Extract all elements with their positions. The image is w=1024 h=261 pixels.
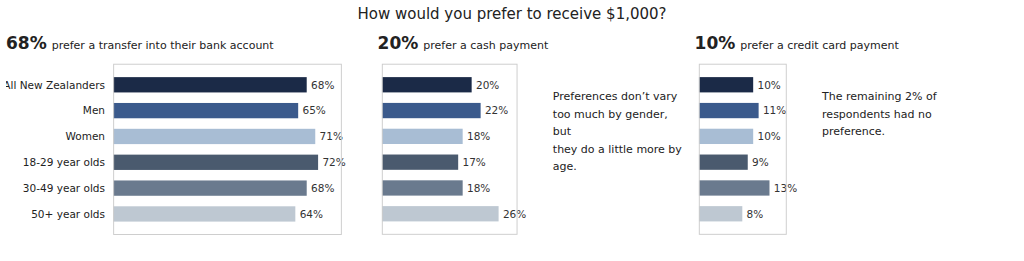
svg-text:13%: 13%: [773, 182, 796, 194]
svg-text:71%: 71%: [320, 130, 343, 142]
svg-text:68%: 68%: [311, 182, 334, 194]
svg-text:9%: 9%: [752, 156, 769, 168]
html-text:10% prefer a credit card payme: 10% prefer a credit card payment: [694, 33, 899, 53]
svg-text:17%: 17%: [462, 156, 485, 168]
svg-text:10%: 10%: [757, 79, 780, 91]
svg-text:8%: 8%: [746, 208, 763, 220]
svg-text:Men: Men: [83, 104, 105, 116]
html-text:68% prefer a transfer into the: 68% prefer a transfer into their bank ac…: [6, 33, 274, 53]
html-text:The remaining 2% of respondent: The remaining 2% of respondents had no p…: [822, 90, 937, 139]
svg-text:20%: 20%: [476, 79, 499, 91]
svg-text:50+ year olds: 50+ year olds: [31, 208, 105, 220]
svg-text:All New Zealanders: All New Zealanders: [6, 79, 105, 91]
svg-text:18-29 year olds: 18-29 year olds: [23, 156, 105, 168]
svg-text:26%: 26%: [502, 208, 525, 220]
svg-text:18%: 18%: [467, 182, 490, 194]
html-text:Preferences don’t vary too muc: Preferences don’t vary too much by gende…: [552, 90, 682, 174]
svg-text:22%: 22%: [485, 104, 508, 116]
svg-text:18%: 18%: [467, 130, 490, 142]
html-text:20% prefer a cash payment: 20% prefer a cash payment: [377, 33, 549, 53]
svg-text:64%: 64%: [300, 208, 323, 220]
svg-text:11%: 11%: [763, 104, 786, 116]
svg-text:10%: 10%: [757, 130, 780, 142]
svg-text:30-49 year olds: 30-49 year olds: [23, 182, 105, 194]
svg-text:72%: 72%: [322, 156, 345, 168]
svg-text:65%: 65%: [302, 104, 325, 116]
svg-text:68%: 68%: [311, 79, 334, 91]
svg-text:Women: Women: [65, 130, 105, 142]
html-text:How would you prefer to receiv: How would you prefer to receive $1,000?: [357, 5, 667, 23]
